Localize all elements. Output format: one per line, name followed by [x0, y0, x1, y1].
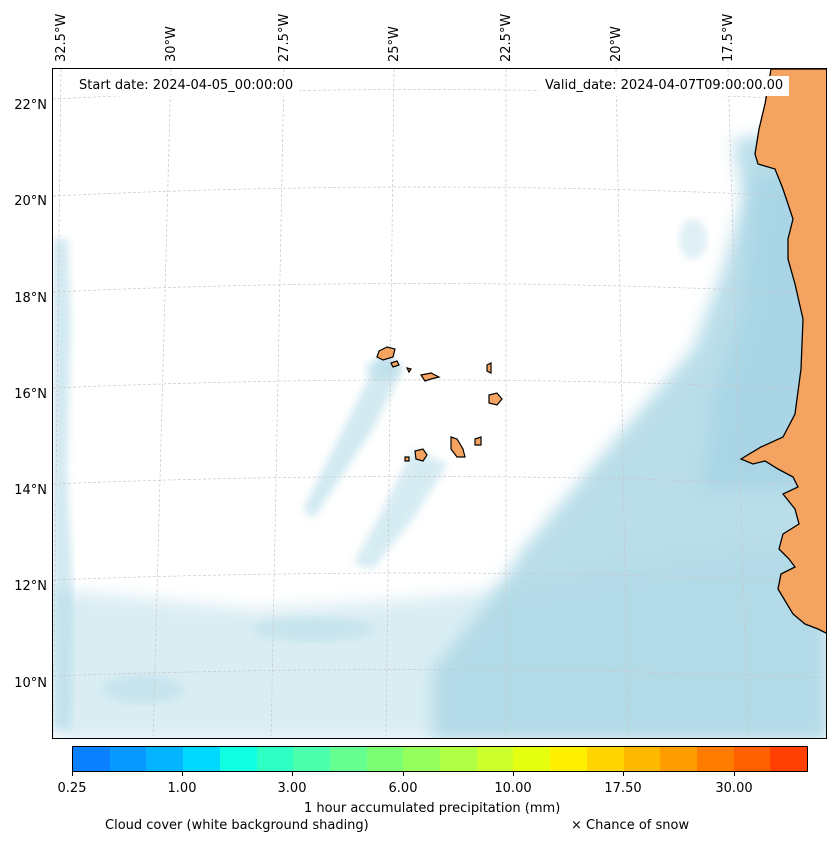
island-santo-antao — [376, 346, 396, 361]
island-brava — [404, 456, 410, 462]
lat-label-12n: 12°N — [14, 579, 47, 594]
start-date-label: Start date: 2024-04-05_00:00:00 — [73, 76, 300, 96]
cloud-patch — [103, 675, 183, 703]
colorbar-tick-label: 1.00 — [167, 781, 197, 796]
lat-label-10n: 10°N — [14, 676, 47, 691]
colorbar-cell-3 — [183, 747, 220, 771]
lat-label-18n: 18°N — [14, 291, 47, 306]
lat-label-14n: 14°N — [14, 483, 47, 498]
colorbar-tickmark — [72, 772, 73, 776]
gridlines — [53, 69, 826, 738]
cloud-patch — [679, 219, 707, 259]
lat-label-20n: 20°N — [14, 194, 47, 209]
colorbar-tick-label: 30.00 — [715, 781, 753, 796]
island-fogo — [414, 448, 428, 462]
colorbar-cell-18 — [733, 747, 771, 771]
colorbar-cell-6 — [293, 747, 330, 771]
colorbar-tickmark — [734, 772, 735, 776]
cloud-island-trail-south — [353, 449, 448, 569]
cloud-cover-legend: Cloud cover (white background shading) — [105, 818, 369, 833]
colorbar-tickmark — [513, 772, 514, 776]
island-santiago — [450, 436, 466, 458]
colorbar-cell-16 — [660, 747, 697, 771]
lat-label-16n: 16°N — [14, 387, 47, 402]
colorbar-tick-label: 17.50 — [604, 781, 642, 796]
lon-label-17-5w: 17.5°W — [721, 13, 736, 62]
lon-label-20w: 20°W — [609, 26, 624, 62]
colorbar-cell-10 — [440, 747, 477, 771]
valid-date-label: Valid_date: 2024-04-07T09:00:00.00 — [539, 76, 790, 96]
cloud-island-trail — [303, 349, 403, 519]
lon-label-32-5w: 32.5°W — [54, 13, 69, 62]
colorbar-cell-2 — [146, 747, 184, 771]
colorbar-tick-label: 10.00 — [494, 781, 532, 796]
lon-label-27-5w: 27.5°W — [277, 13, 292, 62]
island-sao-vicente — [390, 360, 400, 368]
colorbar-tick-label: 6.00 — [388, 781, 418, 796]
colorbar-cell-5 — [256, 747, 294, 771]
island-maio — [474, 436, 482, 446]
colorbar-title: 1 hour accumulated precipitation (mm) — [304, 801, 561, 816]
colorbar-tickmark — [623, 772, 624, 776]
colorbar-cell-7 — [329, 747, 367, 771]
lat-label-22n: 22°N — [14, 98, 47, 113]
colorbar-cell-8 — [366, 747, 404, 771]
lon-label-25w: 25°W — [387, 26, 402, 62]
colorbar-cell-4 — [219, 747, 257, 771]
cloud-cover-layer — [53, 129, 826, 738]
island-sao-nicolau — [420, 372, 441, 382]
island-boa-vista — [488, 392, 503, 406]
lon-label-22-5w: 22.5°W — [499, 13, 514, 62]
colorbar-tickmark — [182, 772, 183, 776]
colorbar-cell-12 — [513, 747, 551, 771]
map-panel — [52, 68, 827, 739]
precip-colorbar — [72, 746, 808, 772]
colorbar-cell-17 — [696, 747, 734, 771]
colorbar-tickmark — [292, 772, 293, 776]
cloud-west-edge — [53, 239, 73, 729]
colorbar-cell-9 — [403, 747, 441, 771]
colorbar-cell-15 — [623, 747, 661, 771]
island-sal — [486, 362, 492, 374]
west-africa-coast — [739, 69, 826, 634]
colorbar-cell-0 — [73, 747, 110, 771]
colorbar-cell-19 — [770, 747, 808, 771]
lon-label-30w: 30°W — [164, 26, 179, 62]
cape-verde-islands — [376, 346, 503, 462]
colorbar-cell-13 — [550, 747, 587, 771]
colorbar-cell-14 — [586, 747, 624, 771]
colorbar-tickmark — [403, 772, 404, 776]
africa-landmass — [739, 69, 826, 634]
colorbar-cell-11 — [476, 747, 514, 771]
cloud-south-band — [53, 549, 826, 738]
map-canvas — [53, 69, 826, 738]
snow-legend: × Chance of snow — [571, 818, 690, 833]
cloud-patch — [253, 617, 373, 641]
colorbar-tick-label: 3.00 — [277, 781, 307, 796]
island-santa-luzia — [405, 367, 412, 374]
colorbar-tick-label: 0.25 — [57, 781, 87, 796]
colorbar-cell-1 — [109, 747, 147, 771]
